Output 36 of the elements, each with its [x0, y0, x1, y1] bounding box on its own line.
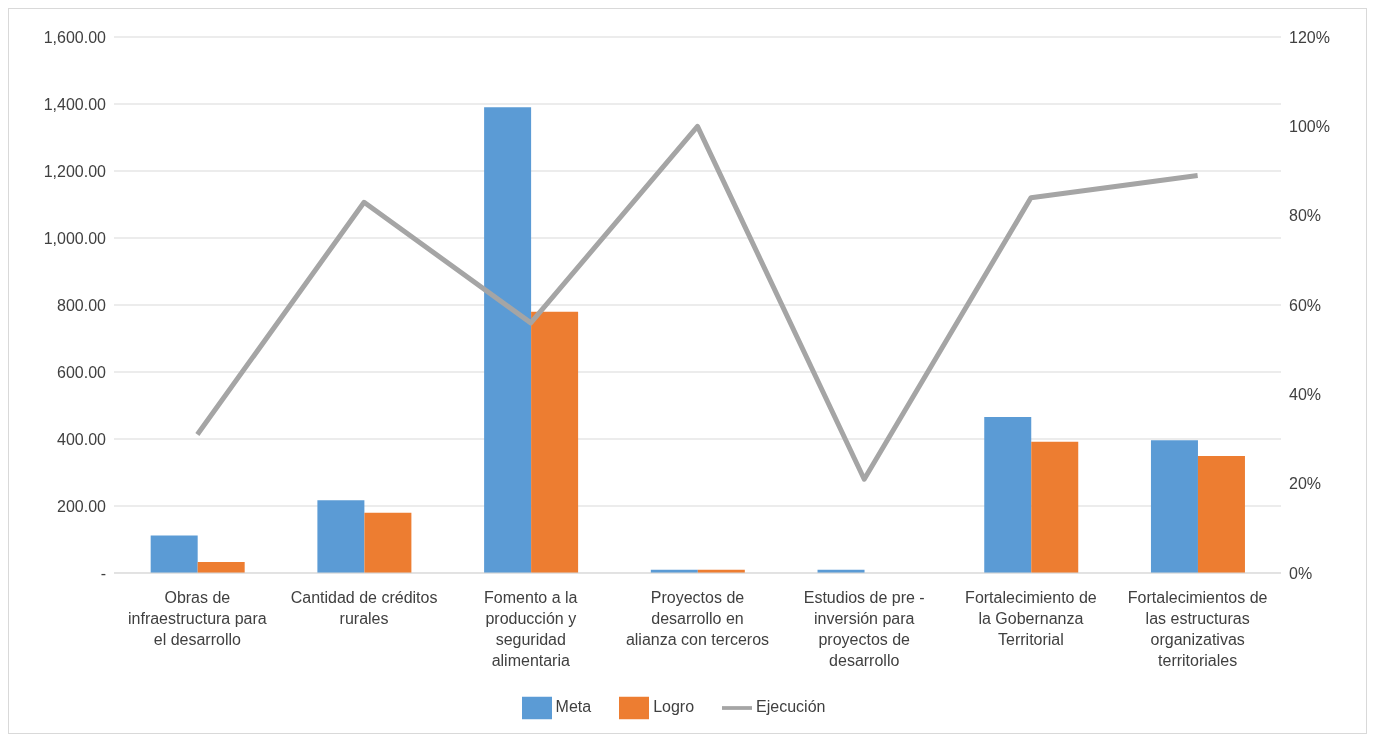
y-tick-label: 1,600.00	[43, 28, 107, 46]
bar	[531, 311, 579, 573]
x-tick-label: Proyectos de desarrollo en alianza con terceros	[625, 589, 770, 648]
bar	[317, 500, 365, 573]
legend-label: Meta	[555, 698, 592, 716]
x-tick-label: Fortalecimiento de la Gobernanza Territorial	[965, 589, 1097, 648]
bar	[197, 561, 245, 573]
bar	[150, 535, 198, 573]
y-tick-label: 1,400.00	[43, 95, 107, 113]
bar	[484, 107, 532, 573]
y2-tick-label: 80%	[1289, 207, 1322, 225]
y2-tick-label: 120%	[1289, 28, 1330, 46]
y-tick-label: 1,000.00	[43, 229, 107, 247]
y2-tick-label: 40%	[1289, 386, 1322, 404]
y-tick-label: 1,200.00	[43, 162, 107, 180]
bar	[1031, 441, 1079, 573]
y2-tick-label: 20%	[1289, 475, 1322, 493]
bar	[1150, 440, 1198, 573]
legend-label: Logro	[653, 698, 695, 716]
x-tick-label: Fomento a la producción y seguridad alimentaria	[484, 589, 578, 669]
legend-label: Ejecución	[756, 698, 826, 716]
y-tick-label: 200.00	[57, 497, 107, 515]
y-tick-label: 800.00	[57, 296, 107, 314]
y-tick-label: 600.00	[57, 363, 107, 381]
y2-tick-label: 100%	[1289, 118, 1330, 136]
x-tick-label: Fortalecimientos de las estructuras organizativas territoriales	[1127, 589, 1268, 669]
y-tick-label: -	[100, 564, 106, 582]
y2-tick-label: 60%	[1289, 296, 1322, 314]
bar	[1197, 456, 1245, 573]
y-tick-label: 400.00	[57, 430, 107, 448]
x-tick-label: Estudios de pre - inversión para proyectos de desarrollo	[803, 589, 925, 669]
x-tick-label: Obras de infraestructura para el desarrollo	[127, 589, 267, 648]
y2-tick-label: 0%	[1289, 564, 1313, 582]
x-tick-label: Cantidad de créditos rurales	[290, 589, 438, 627]
bar	[984, 416, 1032, 573]
bar	[364, 512, 412, 573]
